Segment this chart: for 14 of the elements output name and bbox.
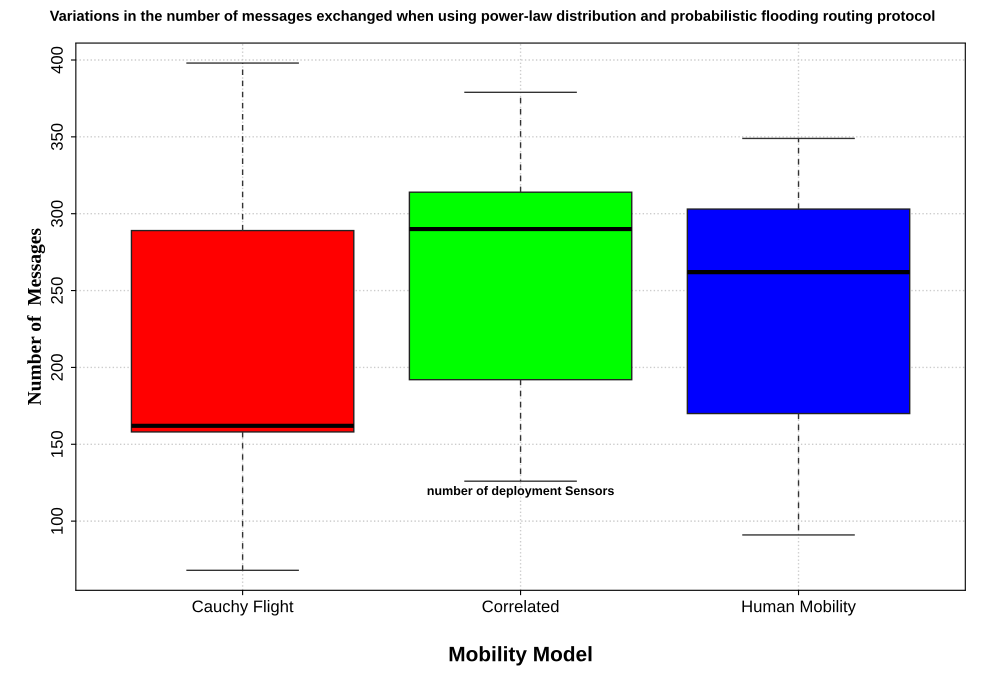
x-tick-label: Human Mobility	[742, 600, 856, 616]
y-tick-label: 400	[51, 46, 63, 74]
x-axis-title: Mobility Model	[450, 646, 592, 666]
y-tick-label: 200	[51, 354, 63, 380]
y-tick-label: 350	[51, 124, 63, 150]
y-tick-label: 150	[51, 431, 63, 457]
y-tick-label: 300	[51, 200, 63, 227]
y-tick-label: 100	[51, 508, 63, 534]
y-axis-title: Number of Messages	[27, 228, 46, 405]
y-tick-label: 250	[51, 277, 63, 304]
x-tick-label: Cauchy Flight	[192, 600, 294, 616]
x-tick-label: Correlated	[482, 600, 558, 612]
annotation: number of deployment Sensors	[428, 486, 614, 498]
chart-title: Variations in the number of messages exchanged when using power-law distribution and probabilistic flooding routing protocol	[50, 10, 934, 24]
